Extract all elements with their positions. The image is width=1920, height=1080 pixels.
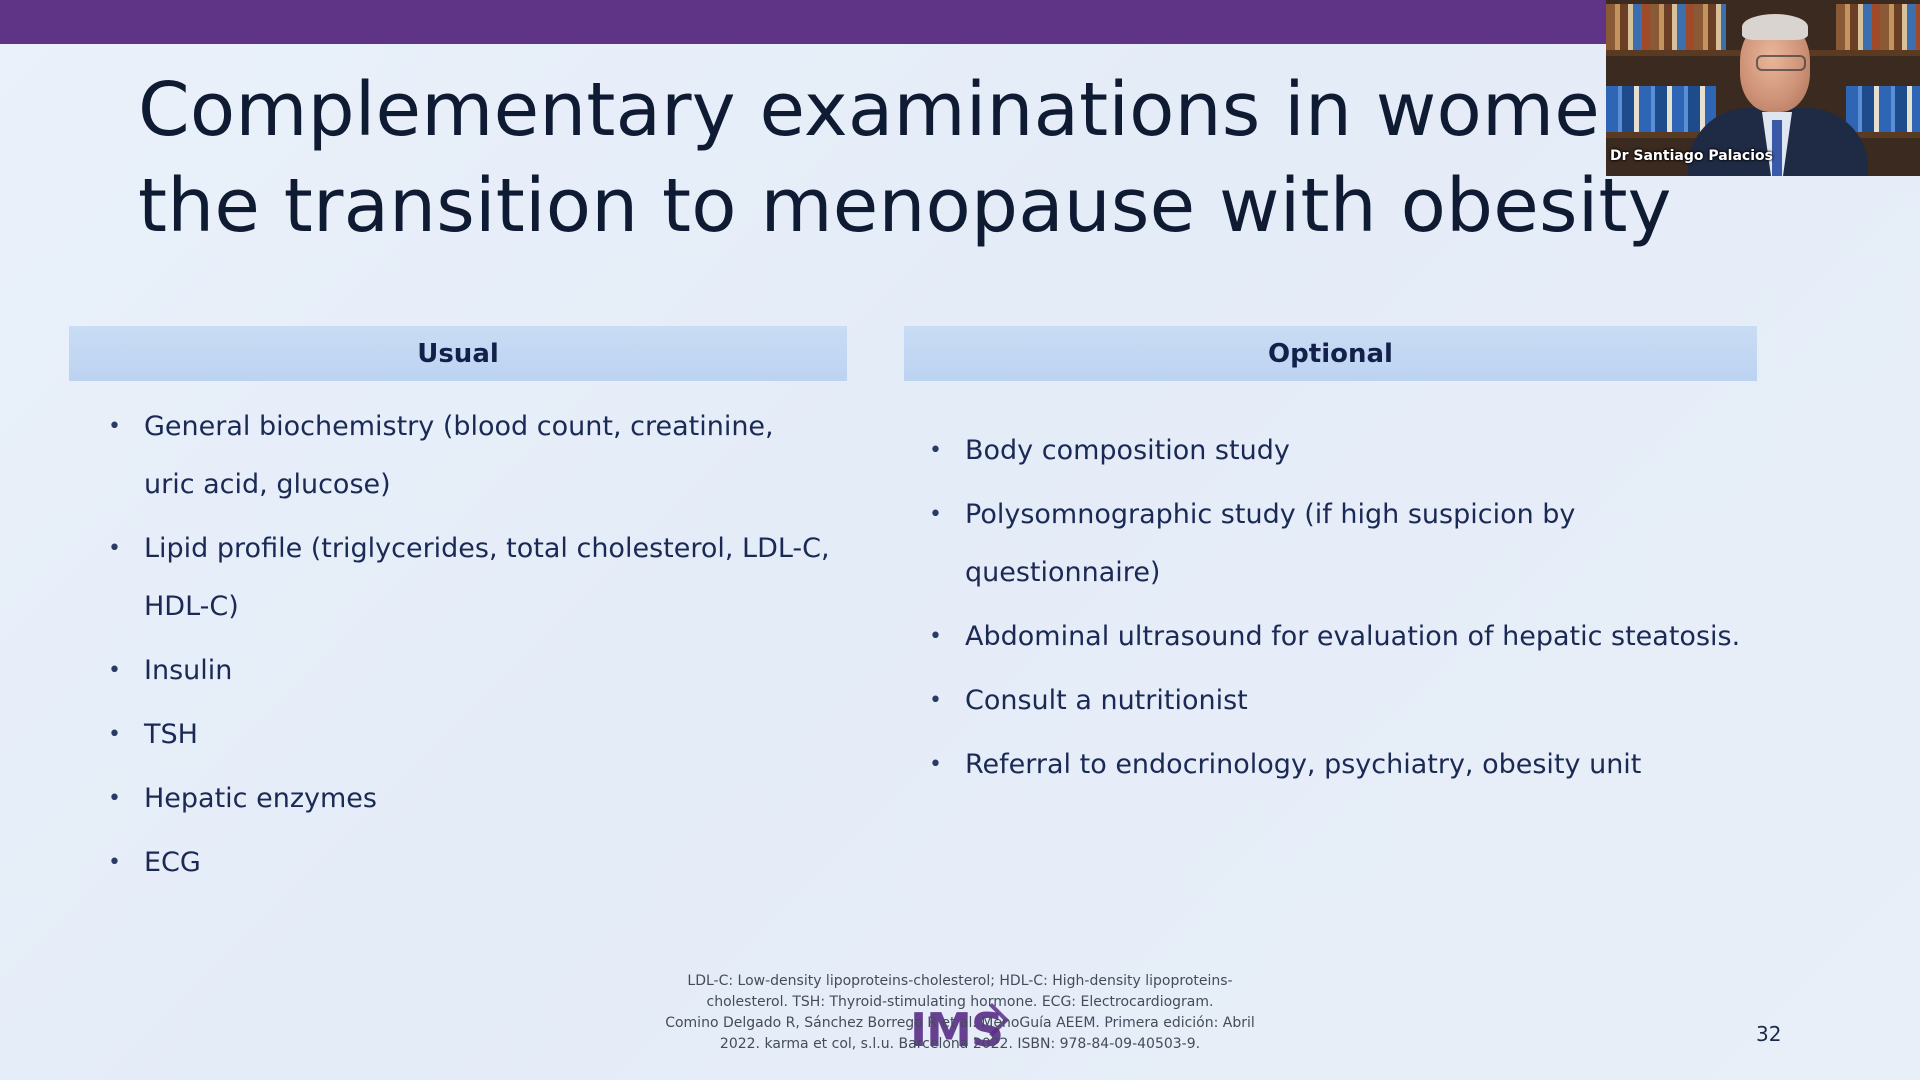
footnote-line: 2022. karma et col, s.l.u. Barcelona 202… — [719, 1036, 1201, 1052]
bullet-icon: • — [929, 438, 942, 463]
slide-top-bar — [0, 0, 1610, 44]
bullet-icon: • — [108, 658, 121, 683]
speaker-hair-image — [1742, 14, 1808, 40]
list-item: • Insulin — [108, 642, 830, 700]
list-item: • Abdominal ultrasound for evaluation of … — [929, 608, 1761, 666]
list-item: • Referral to endocrinology, psychiatry, … — [929, 736, 1761, 794]
list-item: • Hepatic enzymes — [108, 770, 830, 828]
list-item-text: Lipid profile (triglycerides, total chol… — [144, 533, 830, 622]
bullet-icon: • — [929, 624, 942, 649]
bullet-icon: • — [108, 786, 121, 811]
footnote-line: LDL-C: Low-density lipoproteins-choleste… — [687, 973, 1233, 989]
list-item-text: Consult a nutritionist — [965, 685, 1248, 716]
list-item-text: Polysomnographic study (if high suspicio… — [965, 499, 1576, 588]
list-item: • Body composition study — [929, 422, 1761, 480]
optional-exam-list: • Body composition study • Polysomnographi… — [929, 422, 1761, 800]
speaker-webcam-tile[interactable]: Dr Santiago Palacios — [1606, 0, 1920, 176]
speaker-glasses-image — [1756, 55, 1806, 71]
list-item-text: Referral to endocrinology, psychiatry, o… — [965, 749, 1642, 780]
list-item: • ECG — [108, 834, 830, 892]
list-item: • Lipid profile (triglycerides, total cho… — [108, 520, 830, 636]
list-item-text: General biochemistry (blood count, creat… — [144, 411, 774, 500]
list-item: • General biochemistry (blood count, crea… — [108, 398, 830, 514]
bullet-icon: • — [929, 502, 942, 527]
usual-exam-list: • General biochemistry (blood count, crea… — [108, 398, 830, 898]
list-item-text: Hepatic enzymes — [144, 783, 377, 814]
list-item: • Consult a nutritionist — [929, 672, 1761, 730]
speaker-tie-image — [1772, 120, 1782, 176]
list-item: • Polysomnographic study (if high suspici… — [929, 486, 1761, 602]
list-item: • TSH — [108, 706, 830, 764]
slide-footnote: LDL-C: Low-density lipoproteins-choleste… — [640, 971, 1280, 1055]
list-item-text: Abdominal ultrasound for evaluation of h… — [965, 621, 1741, 652]
ims-logo: IMS — [910, 1003, 1004, 1057]
bookshelf-image — [1836, 4, 1920, 50]
slide-page-number: 32 — [1756, 1022, 1782, 1046]
bookshelf-image — [1606, 86, 1716, 132]
bullet-icon: • — [108, 414, 121, 439]
footnote-line: Comino Delgado R, Sánchez Borrego R et a… — [665, 1015, 1255, 1031]
bullet-icon: • — [929, 688, 942, 713]
list-item-text: Body composition study — [965, 435, 1290, 466]
participant-name-label: Dr Santiago Palacios — [1610, 148, 1773, 164]
bookshelf-image — [1606, 4, 1726, 50]
usual-column-header: Usual — [69, 326, 847, 381]
optional-column-header: Optional — [904, 326, 1757, 381]
bookshelf-image — [1846, 86, 1920, 132]
bullet-icon: • — [108, 850, 121, 875]
bullet-icon: • — [108, 722, 121, 747]
list-item-text: ECG — [144, 847, 201, 878]
bullet-icon: • — [108, 536, 121, 561]
slide-title: Complementary examinations in women the … — [138, 67, 1672, 249]
list-item-text: TSH — [144, 719, 198, 750]
footnote-line: cholesterol. TSH: Thyroid-stimulating ho… — [706, 994, 1214, 1010]
bullet-icon: • — [929, 752, 942, 777]
list-item-text: Insulin — [144, 655, 233, 686]
